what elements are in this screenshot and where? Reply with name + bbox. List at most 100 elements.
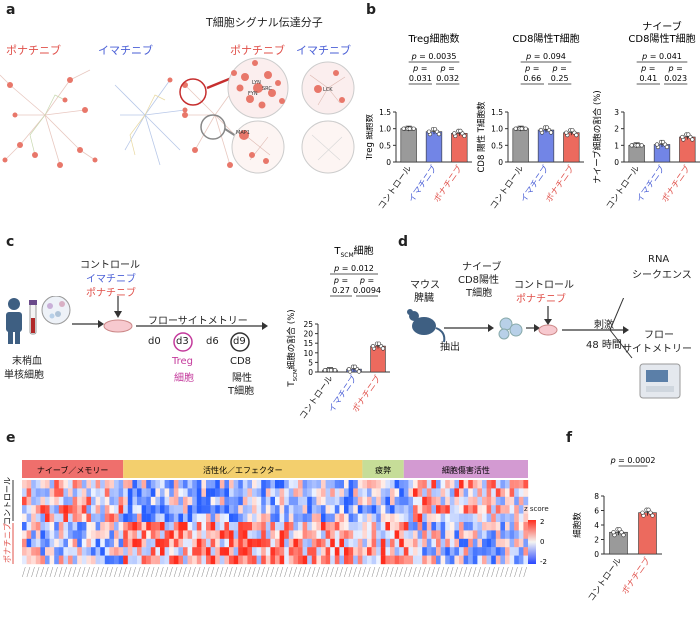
heatmap-cell	[408, 547, 414, 556]
timeline-arrowhead	[262, 322, 268, 330]
heatmap-cell	[486, 530, 492, 539]
heatmap-cell	[367, 488, 372, 497]
heatmap-cell	[357, 488, 363, 497]
heatmap-cell	[385, 480, 391, 489]
heatmap-cell	[399, 513, 404, 523]
heatmap-cell	[86, 480, 92, 489]
heatmap-cell	[288, 488, 294, 497]
heatmap-cell	[210, 530, 216, 539]
gene-label-stub	[137, 566, 141, 578]
point-b1-1	[436, 132, 442, 137]
heatmap-cell	[390, 530, 395, 539]
heatmap-cell	[31, 513, 36, 523]
heatmap-cell	[417, 547, 423, 556]
gene-label-stub	[454, 566, 458, 578]
heatmap-cell	[109, 480, 115, 489]
heatmap-cell	[109, 530, 115, 539]
point-b3-2	[690, 137, 695, 142]
heatmap-cell	[127, 505, 133, 514]
gene-label-stub	[417, 566, 422, 578]
gene-label-stub	[408, 566, 412, 578]
heatmap-cell	[224, 538, 230, 548]
heatmap-cell	[311, 555, 317, 565]
heatmap-cell	[261, 505, 266, 514]
network-diagrams: LYN SRC FYN LCK MAP1	[0, 57, 355, 174]
heatmap-cell	[298, 513, 303, 523]
heatmap-cell	[357, 513, 363, 523]
heatmap-cell	[104, 547, 110, 556]
gene-label-stub	[298, 566, 302, 578]
heatmap-cell	[40, 555, 46, 565]
heatmap-cell	[81, 488, 87, 497]
node-src: SRC	[262, 86, 272, 92]
treat-imatinib: イマチニブ	[86, 274, 136, 285]
group-label-3: 細胞傷害活性	[442, 465, 490, 475]
heatmap-cell	[293, 538, 299, 548]
y-tick-label-b1: 0	[386, 158, 391, 167]
heatmap-cell	[390, 522, 395, 531]
gene-label-stub	[54, 566, 58, 578]
heatmap-cell	[325, 538, 331, 548]
x-label-b2-0: コントロール	[489, 164, 527, 212]
legend-tick-2: -2	[540, 558, 547, 566]
heatmap-cell	[436, 522, 441, 531]
y-tick-label-f1: 8	[594, 492, 599, 501]
heatmap-cell	[459, 480, 464, 489]
heatmap-cell	[325, 480, 331, 489]
heatmap-cell	[518, 513, 524, 523]
heatmap-cell	[302, 538, 308, 548]
heatmap-cell	[169, 547, 174, 556]
heatmap-cell	[137, 538, 142, 548]
heatmap-cell	[518, 496, 524, 506]
heatmap-cell	[35, 530, 41, 539]
heatmap-cell	[449, 513, 455, 523]
gene-label-stub	[431, 566, 435, 578]
heatmap-cell	[224, 530, 230, 539]
heatmap-cell	[408, 496, 414, 506]
heatmap-cell	[91, 496, 96, 506]
heatmap-cell	[178, 547, 184, 556]
heatmap-cell	[40, 496, 46, 506]
heatmap-cell	[523, 496, 529, 506]
heatmap-cell	[261, 547, 266, 556]
heatmap-cell	[399, 538, 404, 548]
heatmap-cell	[201, 530, 207, 539]
heatmap-cell	[81, 555, 87, 565]
heatmap-cell	[100, 488, 105, 497]
heatmap-cell	[127, 480, 133, 489]
gene-label-stub	[348, 566, 353, 578]
heatmap-cell	[362, 505, 368, 514]
heatmap-cell	[316, 513, 322, 523]
heatmap-cell	[440, 488, 446, 497]
heatmap-cell	[463, 547, 469, 556]
heatmap-cell	[385, 505, 391, 514]
heatmap-cell	[445, 496, 450, 506]
heatmap-cell	[509, 522, 515, 531]
heatmap-cell	[486, 547, 492, 556]
gene-label-stub	[160, 566, 164, 578]
heatmap-cell	[160, 480, 165, 489]
heatmap-cell	[348, 505, 354, 514]
heatmap-cell	[495, 538, 501, 548]
heatmap-cell	[353, 530, 358, 539]
heatmap-cell	[330, 530, 335, 539]
heatmap-cell	[178, 555, 184, 565]
heatmap-cell	[376, 505, 381, 514]
heatmap-cell	[380, 513, 386, 523]
gene-label-stub	[123, 566, 127, 578]
point-b2-0	[513, 126, 518, 131]
gene-label-stub	[380, 566, 385, 578]
heatmap-cell	[284, 522, 289, 531]
heatmap-cell	[431, 522, 437, 531]
heatmap-cell	[164, 530, 170, 539]
heatmap-cell	[316, 505, 322, 514]
heatmap-cell	[486, 488, 492, 497]
heatmap-cell	[95, 488, 101, 497]
heatmap-cell	[486, 522, 492, 531]
heatmap-cell	[523, 547, 529, 556]
point-b1-2	[458, 128, 463, 133]
y-label-c1: TSCM細胞の割合 (%)	[286, 309, 299, 387]
heatmap-cell	[95, 522, 101, 531]
heatmap-cell	[77, 505, 82, 514]
gene-label-stub	[284, 566, 288, 578]
